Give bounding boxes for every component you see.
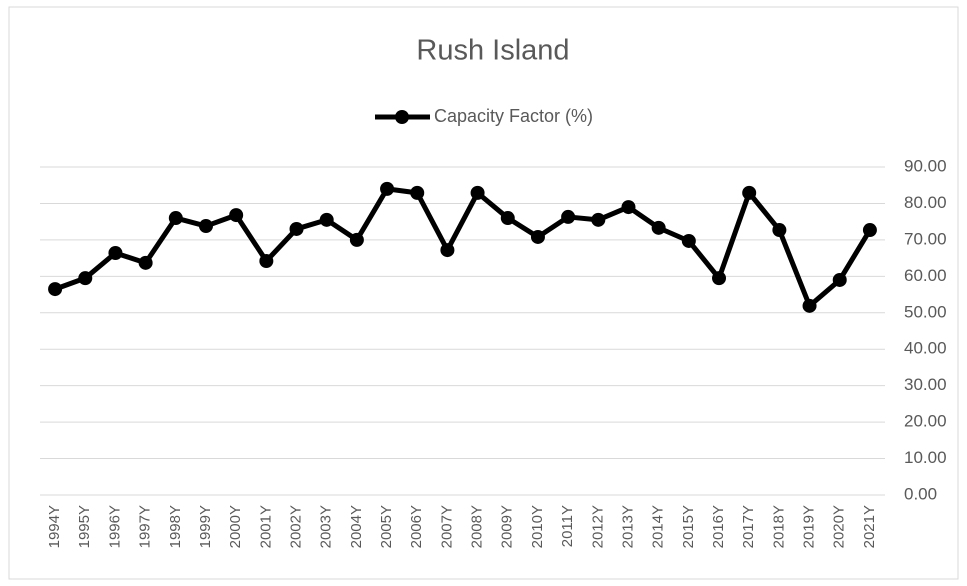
data-point <box>78 271 93 286</box>
x-tick-label: 2005Y <box>378 505 395 548</box>
y-tick-label: 60.00 <box>904 266 947 285</box>
x-tick-label: 2004Y <box>348 505 365 548</box>
y-tick-label: 40.00 <box>904 339 947 358</box>
y-tick-label: 70.00 <box>904 229 947 248</box>
x-tick-label: 2012Y <box>589 505 606 548</box>
x-tick-label: 2006Y <box>408 505 425 548</box>
legend-label: Capacity Factor (%) <box>434 106 593 126</box>
y-tick-label: 0.00 <box>904 484 937 503</box>
x-tick-label: 2003Y <box>318 505 335 548</box>
x-tick-label: 1995Y <box>76 505 93 548</box>
data-point <box>742 185 757 200</box>
data-point <box>681 233 696 248</box>
x-tick-label: 2008Y <box>469 505 486 548</box>
y-tick-label: 20.00 <box>904 412 947 431</box>
data-point <box>108 246 123 261</box>
data-point <box>530 229 545 244</box>
x-tick-label: 2020Y <box>831 505 848 548</box>
y-tick-label: 30.00 <box>904 375 947 394</box>
x-tick-label: 2002Y <box>287 505 304 548</box>
x-tick-label: 2021Y <box>861 505 878 548</box>
data-point <box>289 221 304 236</box>
data-point <box>712 271 727 286</box>
data-point <box>591 212 606 227</box>
data-point <box>259 254 274 269</box>
x-tick-label: 2009Y <box>499 505 516 548</box>
x-tick-label: 2000Y <box>227 505 244 548</box>
data-point <box>168 211 183 226</box>
data-point <box>440 243 455 258</box>
x-tick-label: 2018Y <box>770 505 787 548</box>
x-tick-label: 2013Y <box>619 505 636 548</box>
data-point <box>772 223 787 238</box>
x-tick-label: 1996Y <box>106 505 123 548</box>
data-point <box>349 232 364 247</box>
y-tick-label: 90.00 <box>904 156 947 175</box>
x-tick-label: 1997Y <box>137 505 154 548</box>
legend-marker <box>395 110 409 124</box>
data-point <box>229 208 244 223</box>
data-point <box>48 282 63 297</box>
x-tick-label: 2011Y <box>559 505 576 547</box>
x-tick-label: 2019Y <box>801 505 818 548</box>
data-point <box>621 200 636 215</box>
x-tick-label: 2015Y <box>680 505 697 548</box>
series-line <box>54 186 873 309</box>
data-point <box>138 255 153 270</box>
data-point <box>380 181 395 196</box>
data-point <box>561 209 576 224</box>
x-tick-label: 2001Y <box>257 505 274 548</box>
x-tick-label: 1999Y <box>197 505 214 548</box>
data-point <box>410 185 425 200</box>
x-tick-label: 2016Y <box>710 505 727 548</box>
data-point <box>500 211 515 226</box>
x-tick-label: 2007Y <box>438 505 455 548</box>
x-tick-label: 1998Y <box>167 505 184 548</box>
y-tick-label: 80.00 <box>904 193 947 212</box>
chart-frame <box>8 6 959 580</box>
y-tick-label: 10.00 <box>904 448 947 467</box>
data-point <box>802 298 817 313</box>
data-point <box>319 212 334 227</box>
chart-title: Rush Island <box>416 35 569 67</box>
data-point <box>832 272 847 287</box>
x-tick-label: 1994Y <box>46 505 63 548</box>
data-point <box>862 223 877 238</box>
y-tick-label: 50.00 <box>904 302 947 321</box>
data-point <box>470 185 485 200</box>
x-tick-label: 2010Y <box>529 505 546 548</box>
x-tick-label: 2017Y <box>740 505 757 548</box>
x-tick-label: 2014Y <box>650 505 667 548</box>
data-point <box>651 220 666 235</box>
data-point <box>198 219 213 234</box>
